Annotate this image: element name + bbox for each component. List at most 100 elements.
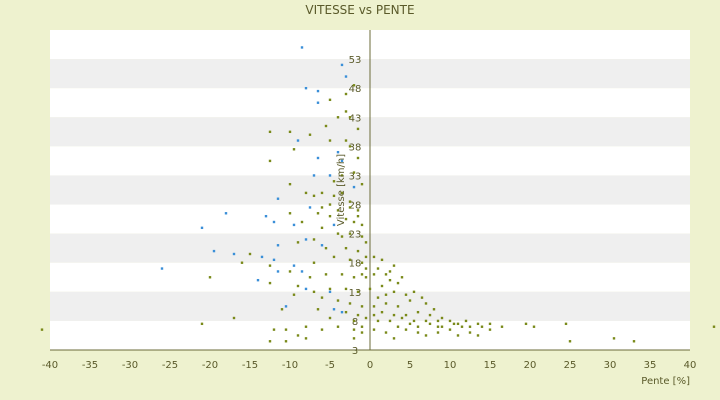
data-point bbox=[224, 212, 228, 215]
x-tick-label: 25 bbox=[564, 360, 577, 371]
x-tick-label: -30 bbox=[122, 360, 138, 371]
data-point bbox=[328, 203, 332, 206]
x-tick-label: 5 bbox=[407, 360, 413, 371]
x-tick-label: 30 bbox=[604, 360, 617, 371]
data-point bbox=[320, 296, 324, 299]
data-point bbox=[332, 180, 336, 183]
data-point bbox=[348, 200, 352, 203]
data-point bbox=[340, 273, 344, 276]
data-point bbox=[332, 223, 336, 227]
data-point bbox=[632, 340, 636, 343]
data-point bbox=[408, 299, 412, 302]
y-tick-label: 28 bbox=[349, 201, 362, 212]
y-tick-label: 53 bbox=[349, 55, 362, 66]
data-point bbox=[372, 305, 376, 308]
data-point bbox=[304, 287, 308, 291]
data-point bbox=[440, 316, 444, 320]
data-point bbox=[280, 308, 284, 311]
data-point bbox=[312, 238, 316, 241]
data-point bbox=[268, 159, 272, 163]
data-point bbox=[356, 209, 360, 212]
data-point bbox=[272, 328, 276, 331]
data-point bbox=[404, 313, 408, 317]
y-tick-label: 3 bbox=[352, 346, 358, 357]
data-point bbox=[464, 319, 468, 323]
data-point bbox=[372, 255, 376, 259]
data-point bbox=[296, 241, 300, 244]
chart-title: VITESSE vs PENTE bbox=[305, 3, 414, 17]
data-point bbox=[272, 220, 276, 224]
data-point bbox=[260, 255, 264, 259]
data-point bbox=[384, 293, 388, 296]
data-point bbox=[524, 322, 528, 326]
data-point bbox=[328, 287, 332, 291]
data-point bbox=[336, 150, 340, 154]
data-point bbox=[340, 191, 344, 195]
data-point bbox=[344, 110, 348, 113]
data-point bbox=[288, 212, 292, 215]
data-point bbox=[388, 270, 392, 273]
data-points bbox=[40, 46, 716, 343]
data-point bbox=[352, 276, 356, 279]
data-point bbox=[360, 331, 364, 334]
data-point bbox=[416, 331, 420, 334]
data-point bbox=[436, 331, 440, 334]
data-point bbox=[456, 334, 460, 337]
y-tick-label: 8 bbox=[352, 317, 358, 328]
data-point bbox=[400, 276, 404, 279]
data-point bbox=[372, 313, 376, 317]
data-point bbox=[352, 171, 356, 174]
data-point bbox=[356, 290, 360, 294]
data-point bbox=[340, 174, 344, 177]
data-point bbox=[456, 322, 460, 326]
data-point bbox=[300, 220, 304, 224]
data-point bbox=[344, 287, 348, 291]
x-tick-label: -5 bbox=[325, 360, 335, 371]
data-point bbox=[328, 139, 332, 142]
data-point bbox=[292, 148, 296, 151]
y-tick-label: 13 bbox=[349, 288, 362, 299]
data-point bbox=[476, 322, 480, 326]
data-point bbox=[284, 340, 288, 343]
data-point bbox=[384, 273, 388, 276]
x-tick-label: 15 bbox=[484, 360, 497, 371]
data-point bbox=[288, 130, 292, 134]
x-tick-label: -40 bbox=[42, 360, 58, 371]
data-point bbox=[304, 86, 308, 90]
x-tick-label: -15 bbox=[242, 360, 258, 371]
data-point bbox=[360, 235, 364, 238]
data-point bbox=[392, 264, 396, 267]
data-point bbox=[460, 325, 464, 328]
data-point bbox=[336, 116, 340, 119]
data-point bbox=[532, 325, 536, 328]
data-point bbox=[292, 223, 296, 227]
data-point bbox=[312, 261, 316, 264]
data-point bbox=[328, 214, 332, 218]
data-point bbox=[356, 249, 360, 253]
data-point bbox=[424, 319, 428, 323]
data-point bbox=[248, 252, 252, 256]
data-point bbox=[568, 340, 572, 343]
data-point bbox=[392, 313, 396, 317]
data-point bbox=[340, 310, 344, 314]
data-point bbox=[396, 325, 400, 328]
data-point bbox=[344, 75, 348, 78]
data-point bbox=[40, 328, 44, 331]
x-tick-label: -10 bbox=[282, 360, 298, 371]
data-point bbox=[408, 322, 412, 326]
data-point bbox=[352, 319, 356, 323]
y-tick-label: 33 bbox=[349, 171, 362, 182]
data-point bbox=[360, 273, 364, 276]
y-tick-label: 43 bbox=[349, 113, 362, 124]
data-point bbox=[352, 185, 356, 189]
data-point bbox=[312, 194, 316, 198]
data-point bbox=[212, 249, 216, 253]
data-point bbox=[324, 273, 328, 276]
data-point bbox=[300, 270, 304, 273]
data-point bbox=[428, 313, 432, 317]
data-point bbox=[336, 209, 340, 212]
data-point bbox=[288, 182, 292, 186]
data-point bbox=[336, 232, 340, 235]
x-tick-label: 0 bbox=[367, 360, 373, 371]
